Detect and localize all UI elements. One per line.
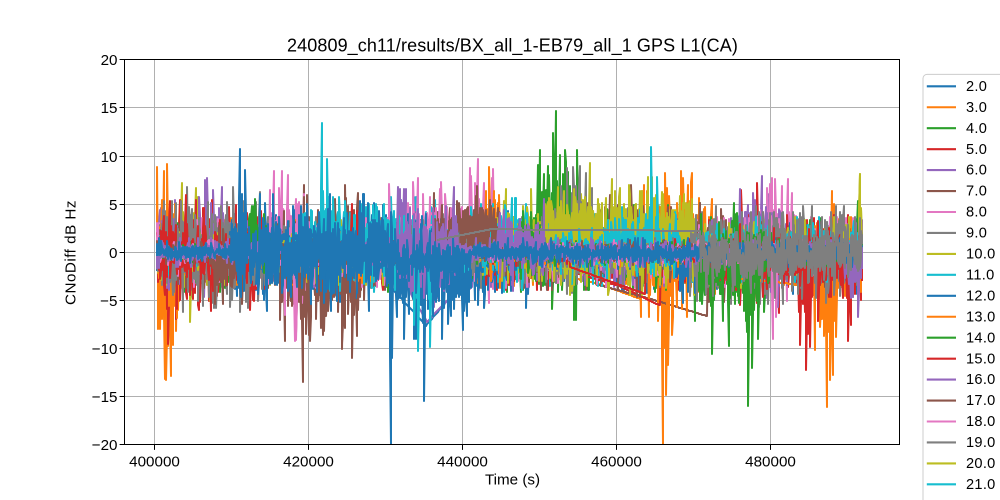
svg-text:13.0: 13.0 — [966, 309, 996, 325]
svg-text:8.0: 8.0 — [966, 205, 987, 221]
svg-text:6.0: 6.0 — [966, 163, 987, 179]
svg-text:240809_ch11/results/BX_all_1-E: 240809_ch11/results/BX_all_1-EB79_all_1 … — [287, 36, 738, 57]
svg-text:2.0: 2.0 — [966, 79, 987, 95]
svg-text:7.0: 7.0 — [966, 184, 987, 200]
svg-text:17.0: 17.0 — [966, 393, 996, 409]
svg-text:−10: −10 — [92, 341, 118, 358]
svg-text:−5: −5 — [100, 293, 117, 310]
svg-text:4.0: 4.0 — [966, 121, 987, 137]
svg-text:15.0: 15.0 — [966, 351, 996, 367]
svg-text:5.0: 5.0 — [966, 142, 987, 158]
svg-text:−15: −15 — [92, 389, 118, 406]
svg-text:460000: 460000 — [591, 454, 642, 471]
svg-text:12.0: 12.0 — [966, 288, 996, 304]
svg-text:10.0: 10.0 — [966, 247, 996, 263]
svg-text:20.0: 20.0 — [966, 456, 996, 472]
svg-text:440000: 440000 — [437, 454, 488, 471]
svg-text:20: 20 — [101, 52, 118, 69]
svg-text:3.0: 3.0 — [966, 100, 987, 116]
svg-text:480000: 480000 — [745, 454, 796, 471]
svg-text:16.0: 16.0 — [966, 372, 996, 388]
svg-text:9.0: 9.0 — [966, 226, 987, 242]
svg-text:CNoDiff dB Hz: CNoDiff dB Hz — [63, 200, 80, 305]
svg-text:Time (s): Time (s) — [485, 471, 540, 488]
svg-text:15: 15 — [101, 100, 118, 117]
svg-text:19.0: 19.0 — [966, 435, 996, 451]
svg-text:18.0: 18.0 — [966, 414, 996, 430]
svg-text:10: 10 — [101, 149, 118, 166]
svg-text:−20: −20 — [92, 437, 118, 454]
svg-text:21.0: 21.0 — [966, 477, 996, 493]
svg-text:22.0: 22.0 — [966, 498, 996, 500]
svg-text:0: 0 — [109, 245, 117, 262]
svg-text:11.0: 11.0 — [966, 267, 995, 283]
svg-text:420000: 420000 — [283, 454, 334, 471]
svg-text:14.0: 14.0 — [966, 330, 996, 346]
svg-text:5: 5 — [109, 197, 117, 214]
svg-text:400000: 400000 — [129, 454, 180, 471]
